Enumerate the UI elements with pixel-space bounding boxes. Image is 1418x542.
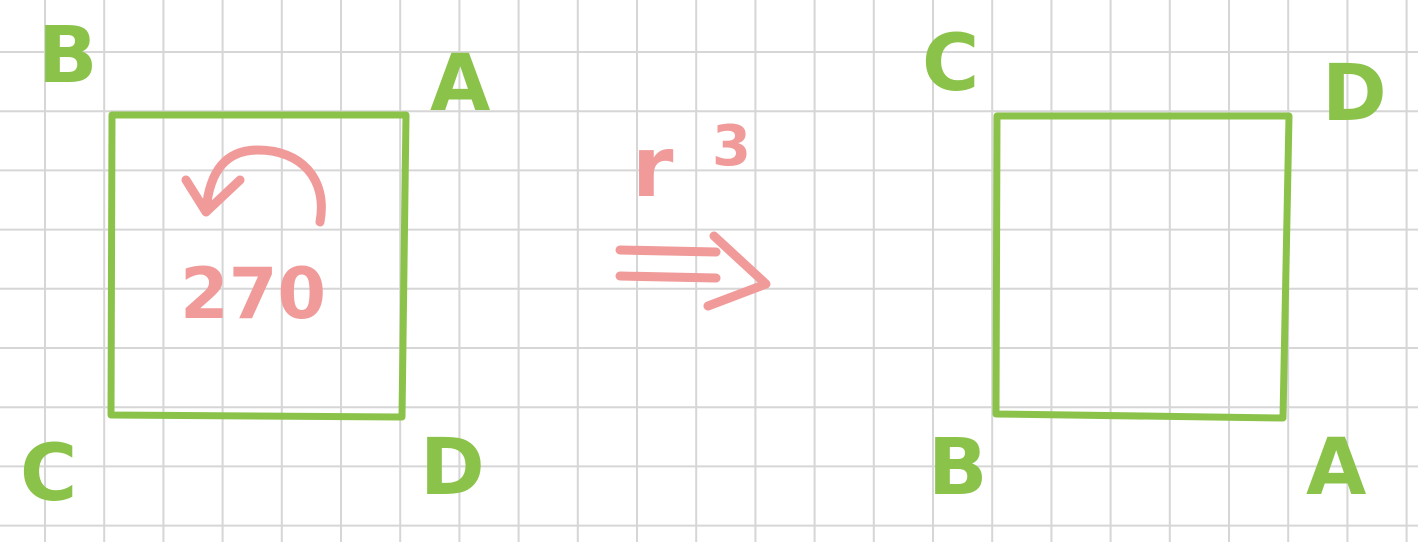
counterclockwise-arrow-icon [181,145,326,227]
right-square [992,112,1293,422]
left-corner-bottom-left: C [20,429,77,519]
double-arrow-right-icon [615,231,771,311]
left-corner-bottom-right: D [420,423,485,513]
right-corner-top-right: D [1322,49,1387,139]
left-corner-top-left: B [38,11,97,101]
right-corner-bottom-right: A [1306,423,1366,513]
left-corner-top-right: A [430,39,490,129]
transform-exponent: 3 [712,114,751,179]
transform-operation: r [632,118,674,216]
right-corner-bottom-left: B [928,423,987,513]
left-square [107,111,410,421]
rotation-label: 270 [180,253,326,335]
right-corner-top-left: C [922,19,979,109]
